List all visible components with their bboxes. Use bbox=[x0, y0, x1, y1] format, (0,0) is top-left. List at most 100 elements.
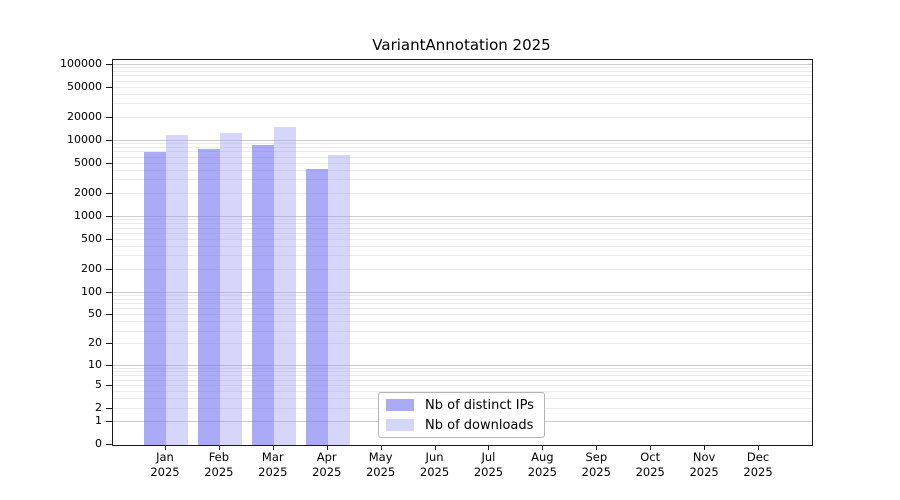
y-tick-label-200: 200 bbox=[81, 261, 102, 275]
y-tick-mark-1 bbox=[106, 421, 112, 423]
gridline-minor-30 bbox=[113, 330, 812, 332]
gridline-major-1000 bbox=[113, 215, 812, 217]
legend-entry-downloads: Nb of downloads bbox=[379, 417, 544, 433]
gridline-minor-90 bbox=[113, 294, 812, 296]
bar-feb-downloads bbox=[219, 132, 242, 445]
y-tick-label-20000: 20000 bbox=[67, 109, 102, 123]
gridline-minor-50 bbox=[113, 314, 812, 316]
y-tick-mark-2 bbox=[106, 407, 112, 409]
gridline-minor-40 bbox=[113, 321, 812, 323]
legend-label-downloads: Nb of downloads bbox=[425, 417, 534, 433]
x-tick-label-feb: Feb 2025 bbox=[204, 450, 234, 479]
x-tick-mark-jun bbox=[434, 445, 436, 450]
x-tick-mark-feb bbox=[218, 445, 220, 450]
bar-apr-distinct-ips bbox=[305, 169, 328, 445]
y-tick-mark-10 bbox=[106, 364, 112, 366]
gridline-minor-8 bbox=[113, 371, 812, 373]
y-tick-label-20: 20 bbox=[88, 336, 102, 350]
x-tick-mark-jul bbox=[488, 445, 490, 450]
y-tick-label-5000: 5000 bbox=[74, 155, 102, 169]
x-tick-mark-nov bbox=[704, 445, 706, 450]
bar-jan-downloads bbox=[165, 134, 188, 445]
x-tick-label-nov: Nov 2025 bbox=[689, 450, 719, 479]
gridline-minor-800 bbox=[113, 223, 812, 225]
gridline-minor-400 bbox=[113, 245, 812, 247]
x-tick-mark-mar bbox=[272, 445, 274, 450]
gridline-minor-80 bbox=[113, 298, 812, 300]
y-tick-mark-5000 bbox=[106, 162, 112, 164]
legend-entry-distinct-ips: Nb of distinct IPs bbox=[379, 398, 544, 413]
gridline-minor-600 bbox=[113, 232, 812, 234]
bar-jan-distinct-ips bbox=[144, 152, 166, 445]
y-tick-mark-200 bbox=[106, 268, 112, 270]
bar-mar-distinct-ips bbox=[251, 144, 274, 445]
gridline-minor-300 bbox=[113, 255, 812, 257]
gridline-minor-80000 bbox=[113, 71, 812, 72]
x-tick-mark-may bbox=[380, 445, 382, 450]
y-tick-label-2: 2 bbox=[95, 400, 102, 414]
bar-feb-distinct-ips bbox=[197, 149, 220, 445]
gridline-minor-5 bbox=[113, 384, 812, 386]
gridline-major-10000 bbox=[113, 139, 812, 141]
x-tick-label-mar: Mar 2025 bbox=[258, 450, 288, 479]
y-tick-label-100000: 100000 bbox=[60, 56, 102, 70]
y-tick-mark-100000 bbox=[106, 63, 112, 65]
y-tick-label-2000: 2000 bbox=[74, 185, 102, 199]
plot-area: Nb of distinct IPs Nb of downloads bbox=[112, 59, 813, 446]
gridline-minor-8000 bbox=[113, 147, 812, 149]
y-tick-label-50: 50 bbox=[88, 307, 102, 321]
gridline-minor-20 bbox=[113, 343, 812, 345]
y-tick-mark-0 bbox=[106, 444, 112, 445]
y-tick-mark-50000 bbox=[106, 86, 112, 88]
gridline-minor-2000 bbox=[113, 192, 812, 194]
gridline-minor-7 bbox=[113, 375, 812, 377]
x-tick-label-aug: Aug 2025 bbox=[527, 450, 558, 479]
bar-mar-downloads bbox=[273, 127, 296, 445]
y-tick-label-100: 100 bbox=[81, 284, 102, 298]
x-tick-label-jun: Jun 2025 bbox=[419, 450, 450, 479]
gridline-minor-900 bbox=[113, 219, 812, 221]
gridline-minor-500 bbox=[113, 238, 812, 240]
gridline-minor-70000 bbox=[113, 75, 812, 77]
y-tick-label-10000: 10000 bbox=[67, 132, 102, 146]
x-tick-mark-jan bbox=[164, 445, 166, 450]
y-tick-mark-20000 bbox=[106, 116, 112, 118]
legend-swatch-downloads bbox=[386, 419, 414, 431]
y-tick-label-50000: 50000 bbox=[67, 79, 102, 93]
y-tick-mark-50 bbox=[106, 314, 112, 316]
y-tick-mark-5 bbox=[106, 384, 112, 386]
gridline-minor-4000 bbox=[113, 169, 812, 171]
gridline-minor-700 bbox=[113, 227, 812, 229]
gridline-minor-50000 bbox=[113, 86, 812, 88]
y-tick-label-1: 1 bbox=[95, 414, 102, 428]
gridline-minor-90000 bbox=[113, 67, 812, 69]
gridline-minor-6 bbox=[113, 379, 812, 381]
y-tick-label-1000: 1000 bbox=[74, 208, 102, 222]
y-tick-mark-100 bbox=[106, 291, 112, 293]
x-tick-mark-oct bbox=[650, 445, 652, 450]
y-tick-mark-20 bbox=[106, 343, 112, 345]
bar-apr-downloads bbox=[327, 154, 350, 445]
y-tick-mark-1000 bbox=[106, 215, 112, 217]
gridline-minor-4 bbox=[113, 390, 812, 392]
gridline-minor-3000 bbox=[113, 179, 812, 181]
x-tick-label-dec: Dec 2025 bbox=[743, 450, 773, 479]
gridline-minor-5000 bbox=[113, 162, 812, 164]
x-tick-mark-dec bbox=[758, 445, 760, 450]
gridline-minor-30000 bbox=[113, 103, 812, 105]
gridline-minor-6000 bbox=[113, 156, 812, 158]
x-tick-label-may: May 2025 bbox=[365, 450, 396, 479]
gridline-minor-60 bbox=[113, 308, 812, 310]
x-tick-label-sep: Sep 2025 bbox=[581, 450, 611, 479]
x-tick-mark-aug bbox=[542, 445, 544, 450]
x-tick-label-oct: Oct 2025 bbox=[635, 450, 665, 479]
gridline-major-10 bbox=[113, 364, 812, 366]
gridline-minor-20000 bbox=[113, 116, 812, 118]
x-tick-mark-sep bbox=[596, 445, 598, 450]
gridline-minor-9000 bbox=[113, 143, 812, 145]
y-tick-label-5: 5 bbox=[95, 377, 102, 391]
gridline-minor-70 bbox=[113, 303, 812, 305]
y-tick-mark-10000 bbox=[106, 139, 112, 141]
chart-title: VariantAnnotation 2025 bbox=[372, 36, 551, 54]
